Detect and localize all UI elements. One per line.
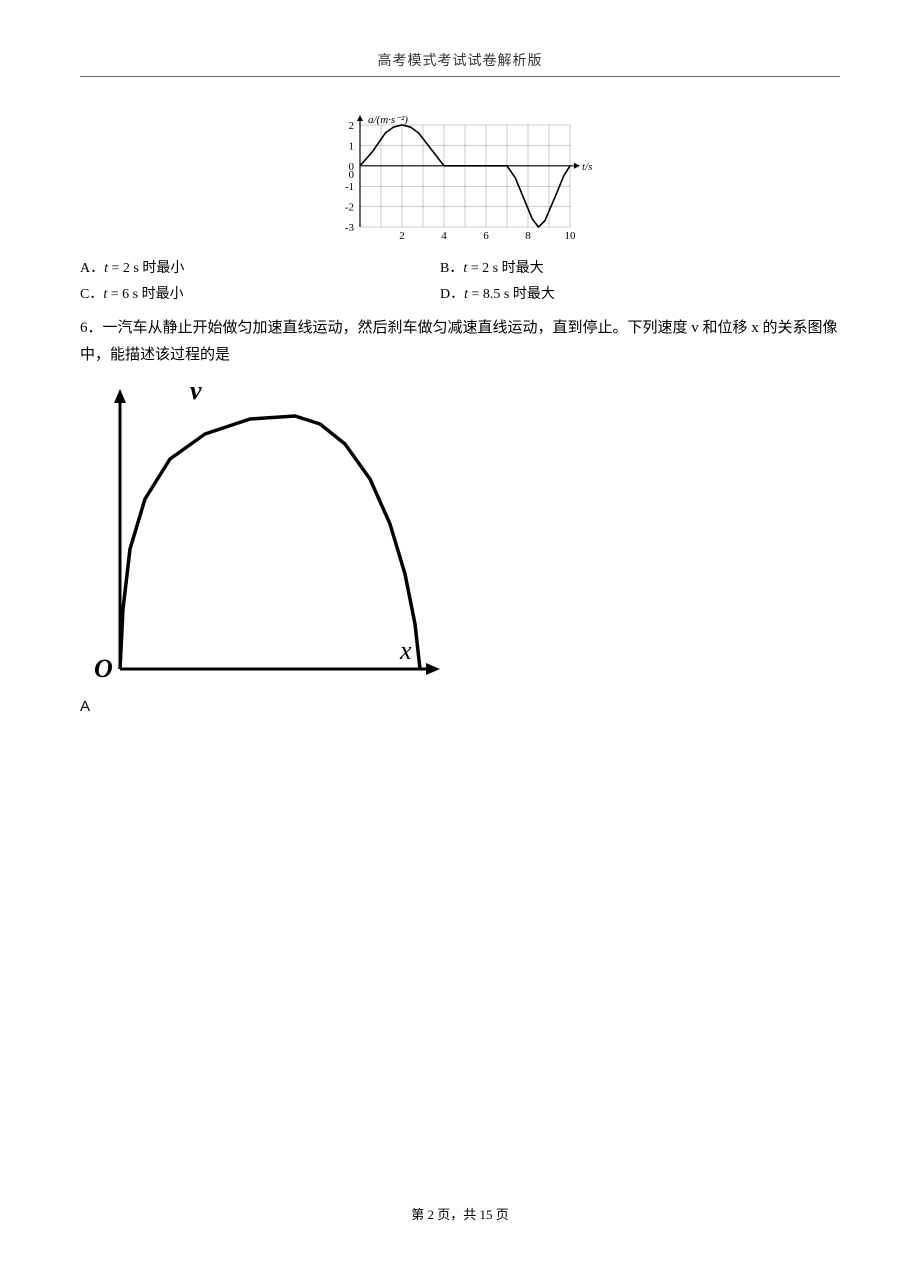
svg-text:4: 4 [441,230,447,242]
opt-C-prefix: C． [80,287,103,302]
header-title: 高考模式考试试卷解析版 [378,54,543,69]
svg-text:8: 8 [525,230,531,242]
q6-text: 一汽车从静止开始做匀加速直线运动，然后刹车做匀减速直线运动，直到停止。下列速度 … [80,320,838,363]
opt-D-eq: = 8.5 s [468,287,513,302]
opt-B-eq: = 2 s [467,261,501,276]
q5-options-row-2: C．t = 6 s 时最小 D．t = 8.5 s 时最大 [80,283,840,303]
svg-text:6: 6 [483,230,489,242]
q5-option-C: C．t = 6 s 时最小 [80,283,440,303]
opt-C-suffix: 时最小 [142,287,184,302]
footer-prefix: 第 [411,1207,427,1222]
opt-C-eq: = 6 s [107,287,141,302]
page-header: 高考模式考试试卷解析版 [80,50,840,77]
q5-option-A: A．t = 2 s 时最小 [80,257,440,277]
svg-text:2: 2 [399,230,405,242]
svg-text:1: 1 [349,140,355,152]
svg-text:-2: -2 [345,202,354,214]
opt-D-prefix: D． [440,287,464,302]
footer-suffix: 页 [493,1207,509,1222]
svg-text:O: O [94,654,113,683]
a-t-chart: -3-2-10120246810a/(m·s⁻²)t/s [320,107,600,247]
svg-text:2: 2 [349,120,355,132]
q5-option-D: D．t = 8.5 s 时最大 [440,283,555,303]
q5-option-B: B．t = 2 s 时最大 [440,257,544,277]
opt-A-suffix: 时最小 [142,261,184,276]
svg-text:-1: -1 [345,181,354,193]
footer-mid: 页，共 [434,1207,480,1222]
a-t-chart-container: -3-2-10120246810a/(m·s⁻²)t/s [80,107,840,247]
vx-graph: v x O [80,379,440,689]
q6-number: 6． [80,320,103,336]
option-A-label: A [80,698,840,715]
svg-text:0: 0 [349,169,355,181]
svg-text:t/s: t/s [582,161,592,173]
svg-text:10: 10 [565,230,577,242]
svg-text:x: x [399,636,412,665]
page-footer: 第 2 页，共 15 页 [0,1204,920,1223]
q5-options-row-1: A．t = 2 s 时最小 B．t = 2 s 时最大 [80,257,840,277]
opt-B-prefix: B． [440,261,463,276]
footer-total: 15 [480,1207,493,1222]
svg-text:a/(m·s⁻²): a/(m·s⁻²) [368,114,408,126]
opt-B-suffix: 时最大 [502,261,544,276]
vx-graph-container: v x O A [80,379,840,715]
svg-text:-3: -3 [345,222,355,234]
opt-A-eq: = 2 s [108,261,142,276]
opt-A-prefix: A． [80,261,104,276]
question-6: 6．一汽车从静止开始做匀加速直线运动，然后刹车做匀减速直线运动，直到停止。下列速… [80,315,840,369]
svg-text:v: v [190,379,202,405]
opt-D-suffix: 时最大 [513,287,555,302]
